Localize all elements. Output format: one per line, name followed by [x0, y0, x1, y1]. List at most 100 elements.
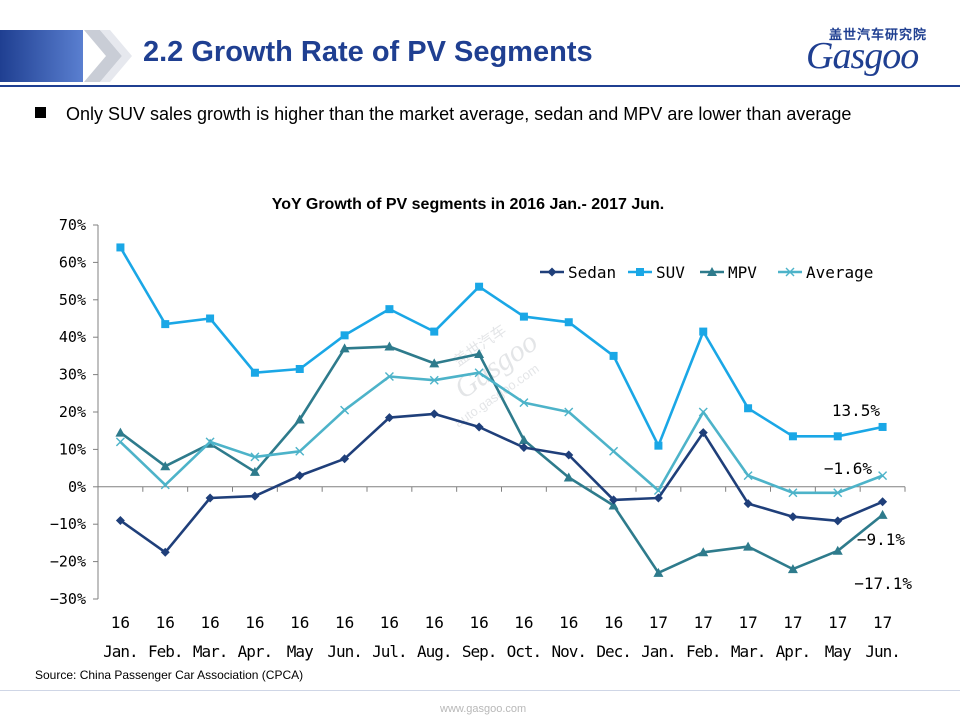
data-point-average-stroke [878, 471, 888, 481]
legend-marker-average [785, 267, 795, 277]
x-tick-label-year: 16 [156, 613, 175, 632]
data-point-suv [430, 327, 439, 336]
data-point-sedan [205, 493, 215, 503]
data-point-average [609, 446, 619, 456]
gasgoo-logo: Gasgoo [806, 35, 919, 77]
data-point-suv [250, 368, 259, 377]
data-point-average-stroke [340, 405, 350, 415]
line-chart: YoY Growth of PV segments in 2016 Jan.- … [50, 196, 912, 661]
data-point-suv [699, 327, 708, 336]
data-point-average-stroke [653, 486, 663, 496]
data-point-mpv [339, 343, 350, 353]
x-tick-label-year: 16 [290, 613, 309, 632]
page-title: 2.2 Growth Rate of PV Segments [143, 36, 593, 68]
data-point-suv [788, 432, 797, 441]
legend-item-average: Average [778, 263, 873, 282]
legend-item-suv: SUV [628, 263, 685, 282]
x-tick-label-month: May [287, 642, 314, 661]
data-point-average [564, 407, 574, 417]
y-tick-label: 60% [59, 253, 86, 271]
data-point-sedan [115, 515, 125, 525]
data-point-average-stroke [160, 480, 170, 490]
data-point-sedan [698, 428, 708, 438]
x-tick-label-month: Mar. [731, 642, 766, 661]
logo-cn-text: 盖世汽车研究院 [829, 28, 928, 43]
x-tick-label-month: Apr. [238, 642, 273, 661]
bullet-square-icon [35, 107, 46, 118]
data-point-sedan [295, 471, 305, 481]
x-tick-label-year: 16 [200, 613, 219, 632]
data-point-sedan [429, 409, 439, 419]
data-point-mpv [518, 435, 529, 445]
data-point-average-stroke [698, 407, 708, 417]
data-point-suv [116, 243, 125, 252]
data-point-mpv [249, 466, 260, 476]
data-point-average-stroke [384, 371, 394, 381]
chevron-icon [100, 30, 132, 82]
data-point-mpv [563, 472, 574, 482]
x-tick-label-month: Oct. [507, 642, 542, 661]
x-tick-label-year: 17 [649, 613, 668, 632]
x-tick-label-year: 16 [559, 613, 578, 632]
data-point-mpv [384, 341, 395, 351]
y-tick-label: 30% [59, 366, 86, 384]
data-point-sedan [609, 495, 619, 505]
data-point-average-stroke [743, 471, 753, 481]
data-point-suv [385, 305, 394, 314]
x-tick-label-month: Apr. [776, 642, 811, 661]
data-point-suv [519, 312, 528, 321]
data-point-average-stroke [250, 452, 260, 462]
annotation-suv: 13.5% [832, 401, 881, 420]
x-tick-label-year: 16 [469, 613, 488, 632]
data-point-mpv [877, 509, 888, 519]
data-point-mpv [115, 427, 126, 437]
data-point-sedan [878, 497, 888, 507]
data-point-sedan [474, 422, 484, 432]
data-point-average [115, 437, 125, 447]
legend-item-mpv: MPV [700, 263, 757, 282]
series-sedan [115, 409, 888, 557]
chart-title: YoY Growth of PV segments in 2016 Jan.- … [272, 196, 664, 213]
data-point-average [743, 471, 753, 481]
x-tick-label-month: Jul. [372, 642, 407, 661]
data-point-average-stroke [788, 488, 798, 498]
legend-label-suv: SUV [656, 263, 685, 282]
annotation-average: −1.6% [824, 459, 873, 478]
header-banner [0, 30, 132, 82]
data-point-average-stroke [429, 375, 439, 385]
x-tick-label-month: Jun. [327, 642, 362, 661]
data-point-average-stroke [474, 368, 484, 378]
data-point-sedan [788, 512, 798, 522]
x-tick-label-year: 16 [245, 613, 264, 632]
series-line-suv [119, 246, 883, 448]
x-tick-label-year: 17 [873, 613, 892, 632]
legend-marker-sedan [547, 267, 557, 277]
series-line-average [119, 371, 884, 495]
x-tick-label-month: Dec. [596, 642, 631, 661]
data-point-sedan [653, 493, 663, 503]
footer-divider [0, 690, 960, 691]
x-tick-label-year: 17 [783, 613, 802, 632]
legend-label-mpv: MPV [728, 263, 757, 282]
data-point-average [474, 368, 484, 378]
source-note: Source: China Passenger Car Association … [35, 668, 304, 682]
legend-label-sedan: Sedan [568, 263, 616, 282]
data-point-mpv [653, 567, 664, 577]
data-point-suv [161, 320, 170, 329]
data-point-suv [475, 282, 484, 291]
data-point-mpv [160, 461, 171, 471]
legend-label-average: Average [806, 263, 873, 282]
data-point-sedan [564, 450, 574, 460]
x-tick-label-month: Mar. [193, 642, 228, 661]
x-tick-label-year: 17 [828, 613, 847, 632]
x-tick-label-month: Jan. [641, 642, 676, 661]
annotation-mpv: −17.1% [854, 574, 912, 593]
legend-item-sedan: Sedan [540, 263, 616, 282]
x-tick-label-month: Nov. [551, 642, 586, 661]
x-tick-label-year: 17 [694, 613, 713, 632]
data-point-mpv [608, 500, 619, 510]
data-point-mpv [294, 414, 305, 424]
legend-marker-mpv [707, 267, 717, 276]
y-tick-label: 20% [59, 403, 86, 421]
x-tick-label-month: Jan. [103, 642, 138, 661]
